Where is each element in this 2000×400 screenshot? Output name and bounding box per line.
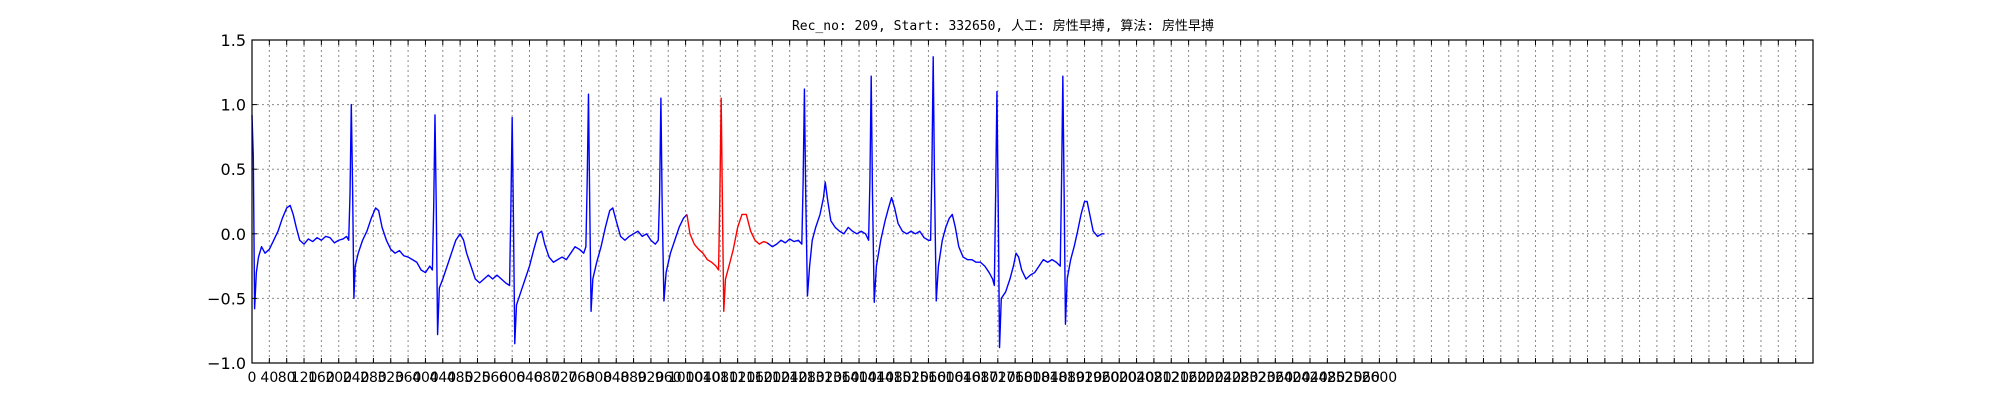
- x-tick-label: 2560: [1344, 370, 1380, 386]
- x-tick-label: 1800: [1015, 370, 1051, 386]
- x-tick-label: 1000: [668, 370, 704, 386]
- y-tick-label: 0.0: [221, 225, 246, 244]
- x-tick-label: 1640: [945, 370, 981, 386]
- x-tick-label: 920: [638, 370, 665, 386]
- x-tick-label: 2520: [1327, 370, 1363, 386]
- x-tick-label: 1960: [1084, 370, 1120, 386]
- x-tick-label: 1240: [772, 370, 808, 386]
- x-tick-label: 440: [429, 370, 456, 386]
- y-tick-label: −1.0: [207, 354, 246, 373]
- x-tick-label: 160: [308, 370, 335, 386]
- x-tick-label: 1280: [789, 370, 825, 386]
- y-axis: −1.0 −0.5 0.0 0.5 1.0 1.5: [207, 31, 1813, 373]
- x-tick-label: 280: [360, 370, 387, 386]
- x-tick-label: 360: [395, 370, 422, 386]
- y-tick-label: 1.5: [221, 31, 246, 50]
- x-tick-label: 1840: [1032, 370, 1068, 386]
- x-tick-label: 1680: [963, 370, 999, 386]
- x-tick-label: 720: [551, 370, 578, 386]
- x-tick-label: 2600: [1362, 370, 1398, 386]
- x-tick-label: 1440: [859, 370, 895, 386]
- x-tick-label: 2440: [1292, 370, 1328, 386]
- x-tick-label: 1160: [737, 370, 773, 386]
- x-tick-label: 400: [412, 370, 439, 386]
- y-tick-label: 1.0: [221, 96, 246, 115]
- x-tick-label: 120: [291, 370, 318, 386]
- x-tick-label: 80: [278, 370, 296, 386]
- x-tick-label: 1080: [702, 370, 738, 386]
- x-tick-label: 1360: [824, 370, 860, 386]
- x-tick-label: 2240: [1205, 370, 1241, 386]
- x-tick-label: 2040: [1119, 370, 1155, 386]
- x-tick-label: 1040: [685, 370, 721, 386]
- x-tick-label: 2200: [1188, 370, 1224, 386]
- x-tick-label: 1600: [928, 370, 964, 386]
- x-tick-label: 2400: [1275, 370, 1311, 386]
- grid: [251, 39, 1814, 364]
- x-tick-label: 800: [586, 370, 613, 386]
- series-line-2: [686, 97, 768, 313]
- x-tick-label: 1480: [876, 370, 912, 386]
- x-tick-label: 760: [568, 370, 595, 386]
- x-tick-label: 1560: [911, 370, 947, 386]
- x-tick-label: 200: [325, 370, 352, 386]
- x-tick-label: 1320: [807, 370, 843, 386]
- x-tick-label: 1400: [841, 370, 877, 386]
- x-tick-label: 1520: [893, 370, 929, 386]
- x-tick-label: 480: [447, 370, 474, 386]
- x-tick-label: 1880: [1049, 370, 1085, 386]
- x-tick-label: 2160: [1171, 370, 1207, 386]
- x-tick-label: 840: [603, 370, 630, 386]
- x-axis: 0 40 8012016020024028032036040044048052056…: [248, 40, 1814, 386]
- x-tick-label: 1120: [720, 370, 756, 386]
- chart-title: Rec_no: 209, Start: 332650, 人工: 房性早搏, 算法…: [792, 18, 1214, 34]
- x-tick-label: 2480: [1310, 370, 1346, 386]
- x-tick-label: 1720: [980, 370, 1016, 386]
- series-line-1: [251, 93, 688, 345]
- x-tick-label: 1920: [1067, 370, 1103, 386]
- x-tick-label: 40: [260, 370, 278, 386]
- x-tick-label: 2320: [1240, 370, 1276, 386]
- x-tick-label: 640: [516, 370, 543, 386]
- series-line-3: [766, 56, 1105, 349]
- x-tick-label: 2360: [1258, 370, 1294, 386]
- x-tick-label: 2000: [1101, 370, 1137, 386]
- x-tick-label: 600: [499, 370, 526, 386]
- y-tick-label: 0.5: [221, 160, 246, 179]
- x-tick-label: 960: [655, 370, 682, 386]
- x-tick-label: 520: [464, 370, 491, 386]
- x-tick-label: 880: [620, 370, 647, 386]
- series-group: [251, 56, 1105, 349]
- x-tick-label: 1760: [997, 370, 1033, 386]
- y-tick-label: −0.5: [207, 289, 246, 308]
- x-tick-label: 560: [481, 370, 508, 386]
- x-tick-label: 2120: [1153, 370, 1189, 386]
- x-tick-label: 240: [343, 370, 370, 386]
- x-tick-label: 2280: [1223, 370, 1259, 386]
- x-tick-label: 1200: [755, 370, 791, 386]
- x-tick-label: 680: [533, 370, 560, 386]
- x-tick-label: 0: [248, 370, 257, 386]
- x-tick-label: 320: [377, 370, 404, 386]
- x-tick-label: 2080: [1136, 370, 1172, 386]
